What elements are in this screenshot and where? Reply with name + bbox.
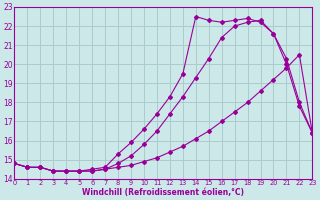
X-axis label: Windchill (Refroidissement éolien,°C): Windchill (Refroidissement éolien,°C) xyxy=(83,188,244,197)
